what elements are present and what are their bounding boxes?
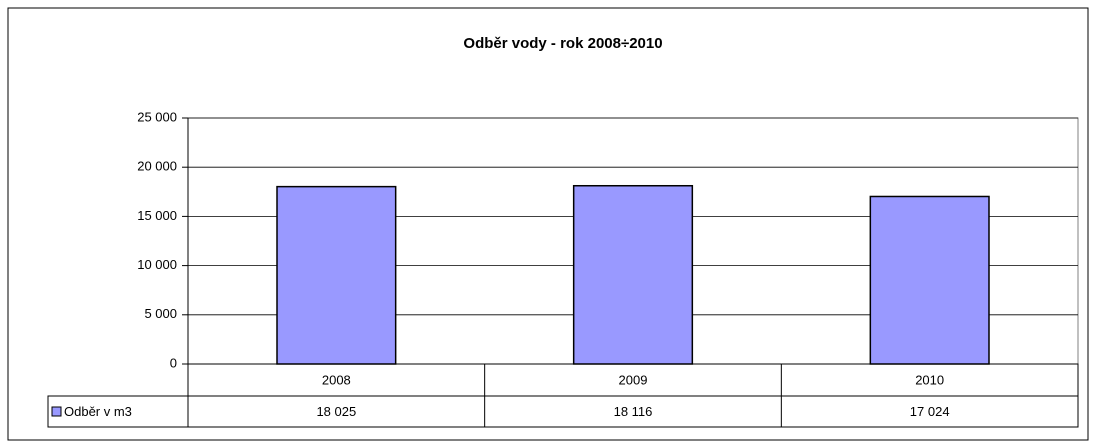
x-tick-label: 2008 (322, 372, 351, 387)
y-tick-label: 0 (170, 355, 177, 370)
data-table-value: 18 025 (316, 404, 356, 419)
data-table-label-cell (47, 395, 189, 428)
chart-title: Odběr vody - rok 2008÷2010 (463, 35, 662, 52)
data-table-value: 17 024 (910, 404, 950, 419)
bar (572, 184, 694, 365)
bar (276, 185, 397, 365)
data-table-value: 18 116 (614, 404, 653, 419)
y-tick-label: 15 000 (137, 208, 177, 223)
y-tick-label: 10 000 (137, 257, 177, 272)
legend-key (51, 406, 62, 417)
legend-label: Odběr v m3 (64, 404, 132, 419)
y-tick-label: 5 000 (144, 306, 177, 321)
bar (869, 195, 990, 365)
x-tick-label: 2010 (915, 372, 944, 387)
x-tick-label: 2009 (619, 372, 648, 387)
y-tick-label: 20 000 (137, 159, 177, 174)
y-tick-label: 25 000 (137, 109, 177, 124)
